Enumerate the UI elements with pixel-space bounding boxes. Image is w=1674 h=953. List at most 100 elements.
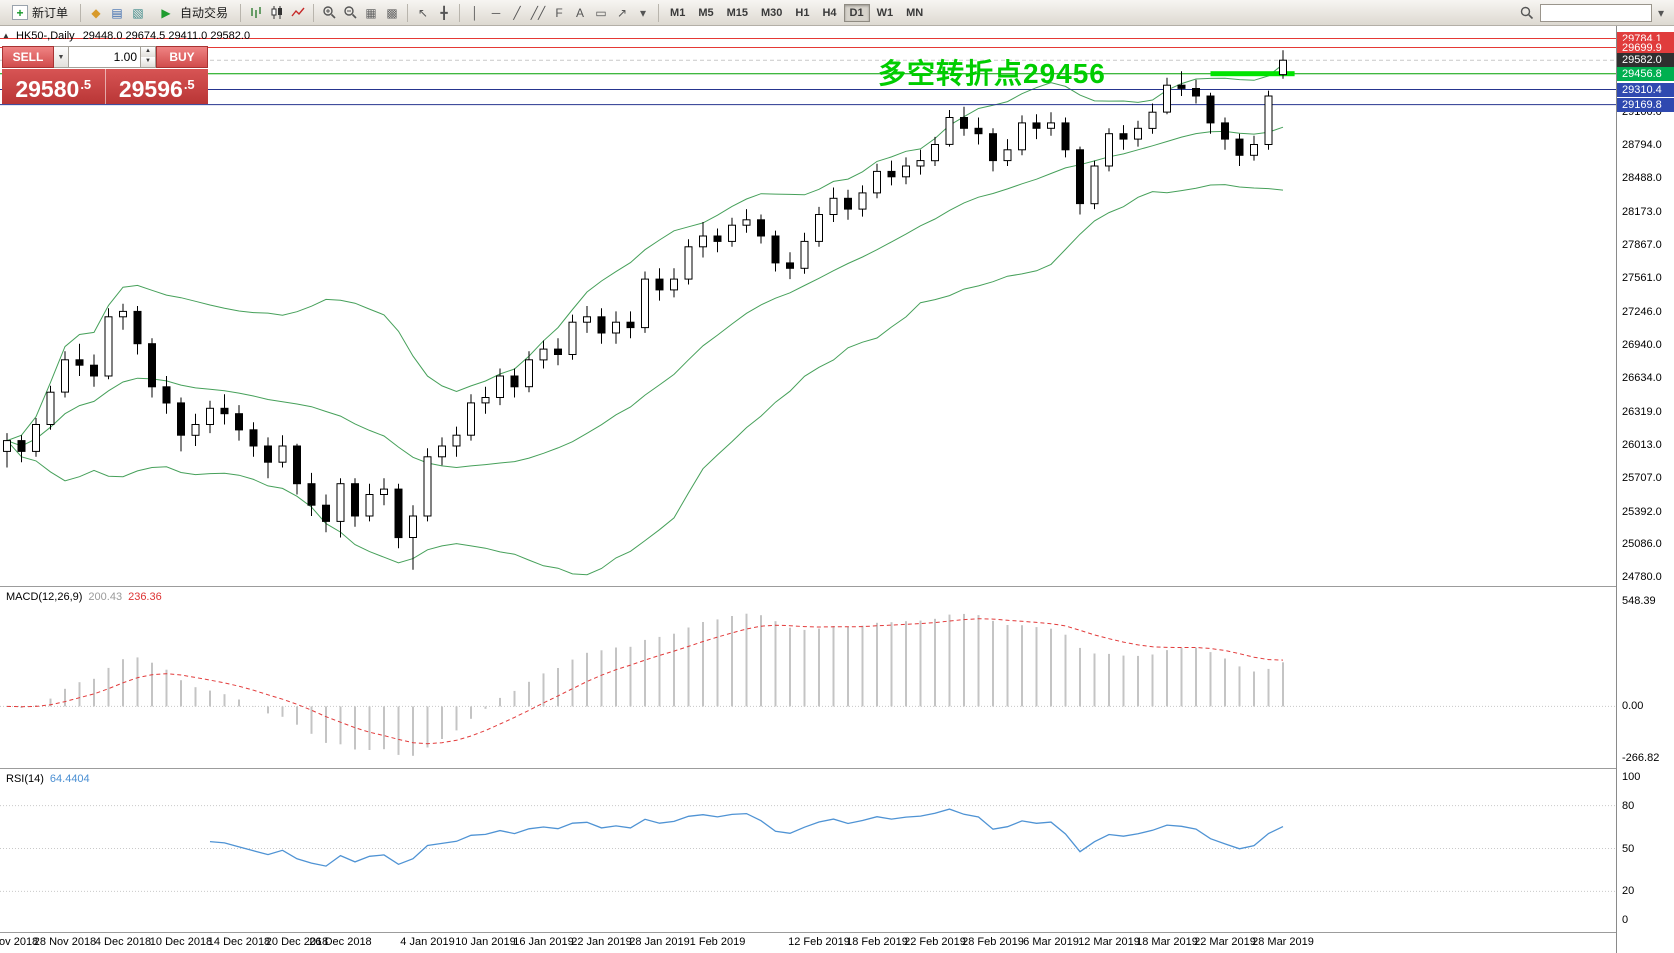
one-click-trading-panel: SELL ▼ ▲ ▼ BUY 29580.5 29596.5 [2,46,208,104]
toolbar-separator [459,3,461,22]
timeframe-d1[interactable]: D1 [843,3,870,22]
sell-price-value: 29580 [15,76,80,102]
rsi-axis-label: 80 [1622,799,1635,812]
price-level-chip: 29699.9 [1617,40,1674,55]
price-axis[interactable]: 29100.0 28794.0 28488.0 28173.0 27867.0 27561… [1616,26,1674,953]
pane-separator [0,932,1674,933]
trendline-icon[interactable]: ╱ [513,5,521,20]
tile-windows-icon[interactable]: ▦ [365,5,377,20]
horizontal-levels [0,38,1616,106]
date-label: 22 Nov 2018 [0,936,39,948]
cursor-icon[interactable]: ↖ [418,5,429,20]
rsi-axis-label: 50 [1622,842,1635,855]
candlestick-chart-icon[interactable] [267,3,287,23]
date-label: 22 Feb 2019 [904,936,966,948]
ohlc-values: 29448.0 29674.5 29411.0 29582.0 [82,30,251,42]
text-icon[interactable]: A [576,5,585,20]
zoom-out-icon[interactable] [340,3,360,23]
buy-price-value: 29596 [118,76,183,102]
rsi-axis-label: 0 [1622,914,1629,926]
candles [3,50,1287,570]
date-label: 28 Nov 2018 [33,936,97,948]
search-icon [1517,3,1537,23]
pane-separator[interactable] [0,768,1674,769]
date-label: 12 Mar 2019 [1078,936,1140,948]
volume-input[interactable] [69,47,140,67]
date-label: 18 Mar 2019 [1136,936,1198,948]
sell-button[interactable]: SELL [2,46,54,68]
date-label: 4 Dec 2018 [94,936,152,948]
timeframe-w1[interactable]: W1 [871,4,900,22]
market-watch-icon[interactable]: ▤ [111,5,123,20]
search-area: ▾ [1517,3,1669,23]
buy-price[interactable]: 29596.5 [105,69,208,104]
sell-price-fraction: .5 [80,77,92,92]
crosshair-icon[interactable]: ╋ [440,5,448,20]
search-dropdown-icon[interactable]: ▾ [1657,5,1665,20]
volume-stepper: ▲ ▼ [141,46,156,68]
toolbar-separator [407,3,409,22]
macd-axis-label: 548.39 [1622,594,1656,607]
macd-axis-label: -266.82 [1622,751,1660,764]
date-label: 28 Mar 2019 [1252,936,1314,948]
price-tick: 28488.0 [1622,172,1662,185]
sell-price[interactable]: 29580.5 [2,69,106,104]
price-level-chip: 29456.8 [1617,66,1674,81]
toolbar-separator [313,3,315,22]
volume-up-icon[interactable]: ▲ [141,47,155,57]
macd-name: MACD(12,26,9) [6,591,83,603]
fibonacci-icon[interactable]: F [555,5,563,20]
rsi-label: RSI(14) 64.4404 [6,773,90,785]
price-tick: 26940.0 [1622,338,1662,351]
price-tick: 26319.0 [1622,405,1662,418]
macd-value: 200.43 [88,591,123,603]
one-click-collapse-icon[interactable]: ▲ [2,31,10,40]
vertical-line-icon[interactable]: │ [471,5,479,20]
line-chart-icon[interactable] [288,3,308,23]
channel-icon[interactable]: ╱╱ [530,5,546,20]
navigator-icon[interactable]: ▧ [132,5,144,20]
timeframe-mn[interactable]: MN [900,4,929,22]
rsi-pane-canvas[interactable] [0,769,1616,932]
arrows-icon[interactable]: ↗ [617,5,628,20]
profiles-icon[interactable]: ◆ [91,5,101,20]
timeframe-m5[interactable]: M5 [692,4,719,22]
horizontal-line-icon[interactable]: ─ [491,5,501,20]
drawing-dropdown-icon[interactable]: ▾ [640,5,647,20]
zoom-in-icon[interactable] [319,3,339,23]
timeframe-m30[interactable]: M30 [755,4,788,22]
macd-label: MACD(12,26,9) 200.43 236.36 [6,591,162,603]
toolbar-separator [240,3,242,22]
bar-chart-icon[interactable] [246,3,266,23]
order-options-dropdown-icon[interactable]: ▼ [54,46,69,68]
label-icon[interactable]: ▭ [595,5,607,20]
date-label: 22 Mar 2019 [1194,936,1256,948]
macd-pane-canvas[interactable] [0,587,1616,768]
main-chart-canvas[interactable] [0,26,1616,586]
autotrade-button[interactable]: ▶ 自动交易 [149,2,235,23]
rsi-value: 64.4404 [49,773,90,785]
search-input[interactable] [1540,3,1652,22]
pane-separator[interactable] [0,586,1674,587]
volume-down-icon[interactable]: ▼ [141,57,155,67]
date-label: 18 Feb 2019 [846,936,908,948]
new-order-label: 新订单 [32,6,69,20]
timeframe-m15[interactable]: M15 [721,4,754,22]
rsi-axis-label: 20 [1622,885,1635,898]
timeframe-h1[interactable]: H1 [789,4,815,22]
buy-button[interactable]: BUY [156,46,208,68]
macd-axis-label: 0.00 [1622,700,1644,713]
date-label: 28 Feb 2019 [962,936,1024,948]
date-label: 6 Mar 2019 [1023,936,1079,948]
new-order-button[interactable]: + 新订单 [5,2,75,23]
timeframe-m1[interactable]: M1 [664,4,691,22]
macd-histogram [20,613,1284,756]
price-tick: 25086.0 [1622,538,1662,551]
price-tick: 27246.0 [1622,305,1662,318]
cascade-windows-icon[interactable]: ▩ [386,5,398,20]
timeframe-h4[interactable]: H4 [816,4,842,22]
buy-price-fraction: .5 [183,77,195,92]
toolbar-separator [80,3,82,22]
